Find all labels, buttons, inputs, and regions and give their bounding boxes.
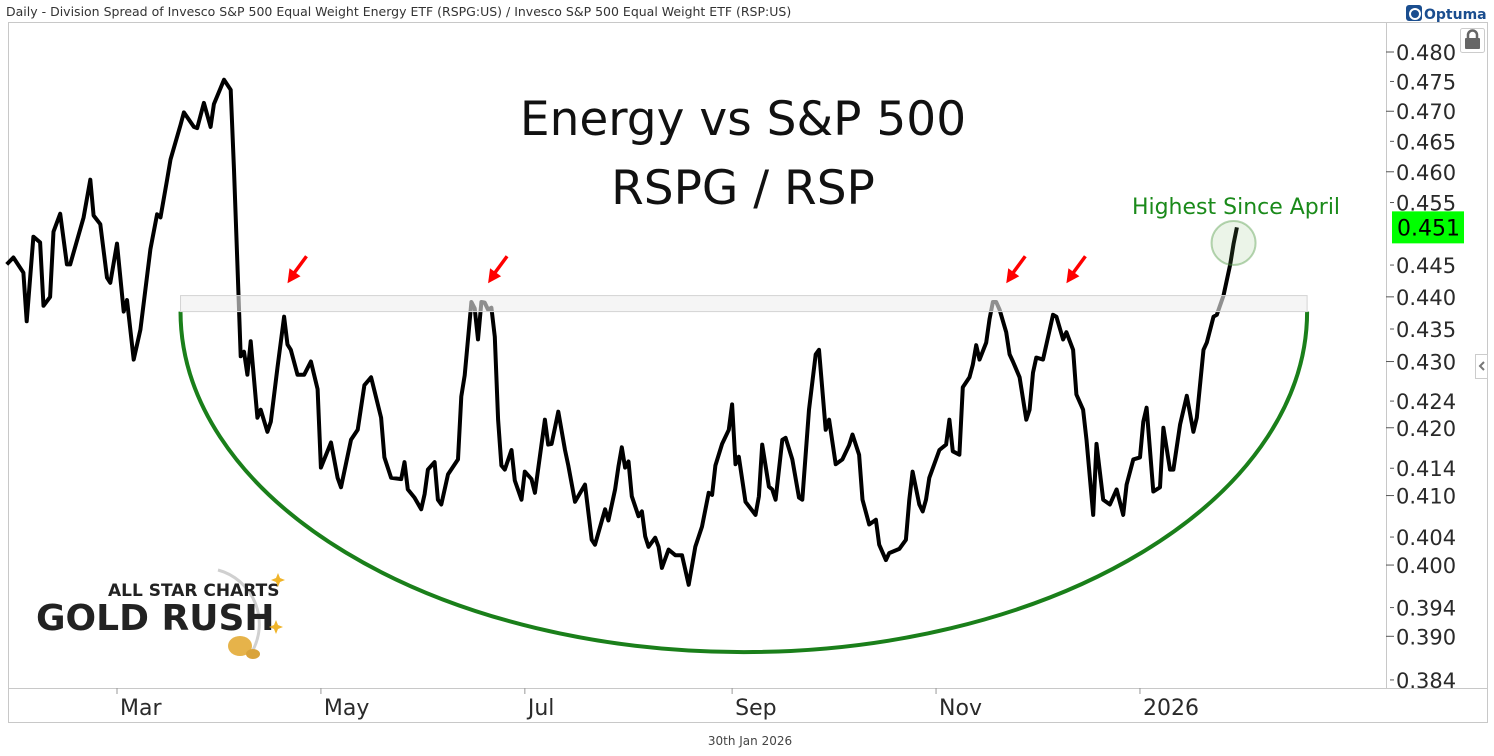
lock-button[interactable] bbox=[1460, 28, 1485, 53]
y-tick-label: 0.390 bbox=[1396, 625, 1456, 649]
sparkle-icon bbox=[271, 573, 285, 587]
arrow-shaft bbox=[1009, 255, 1027, 277]
y-tick-label: 0.445 bbox=[1396, 254, 1456, 278]
y-tick-label: 0.465 bbox=[1396, 130, 1456, 154]
arrow-head bbox=[1006, 268, 1020, 284]
x-tick-label: May bbox=[324, 696, 369, 721]
logo-arc bbox=[217, 568, 261, 656]
arrow-shaft bbox=[291, 255, 308, 277]
y-axis: 0.4800.4750.4700.4650.4600.4550.4450.440… bbox=[1386, 41, 1464, 693]
red-arrow-icon bbox=[287, 255, 308, 284]
arrow-head bbox=[1066, 268, 1080, 284]
y-tick-label: 0.400 bbox=[1396, 554, 1456, 578]
x-tick-label: Nov bbox=[939, 696, 982, 721]
y-tick-label: 0.470 bbox=[1396, 100, 1456, 124]
arrow-shaft bbox=[1070, 255, 1087, 277]
x-axis: Mar May Jul Sep Nov 2026 bbox=[116, 688, 1199, 721]
collapse-panel-button[interactable] bbox=[1475, 354, 1488, 379]
x-tick-label: Jul bbox=[526, 696, 555, 721]
y-tick-label: 0.430 bbox=[1396, 351, 1456, 375]
y-tick-label: 0.394 bbox=[1396, 597, 1456, 621]
lock-icon bbox=[1465, 38, 1480, 49]
optuma-brand: Optuma bbox=[1424, 7, 1487, 23]
plot-area[interactable]: Highest Since April bbox=[5, 77, 1340, 655]
sparkle-icon bbox=[269, 620, 283, 634]
red-arrow-icon bbox=[488, 255, 509, 284]
cup-curve bbox=[178, 311, 1310, 655]
y-tick-label: 0.404 bbox=[1396, 526, 1456, 550]
chevron-left-icon bbox=[1478, 361, 1485, 371]
chart-subtitle: RSPG / RSP bbox=[611, 161, 875, 216]
arrow-head bbox=[287, 268, 301, 284]
x-tick-label: 2026 bbox=[1143, 696, 1199, 721]
last-value-label: 0.451 bbox=[1397, 216, 1460, 241]
logo-line2: GOLD RUSH bbox=[36, 598, 275, 639]
chart-title: Energy vs S&P 500 bbox=[520, 92, 966, 147]
gold-nugget-icon bbox=[228, 636, 252, 656]
y-tick-label: 0.480 bbox=[1396, 41, 1456, 65]
y-tick-label: 0.440 bbox=[1396, 286, 1456, 310]
x-tick-label: Mar bbox=[120, 696, 162, 721]
y-tick-label: 0.414 bbox=[1396, 457, 1456, 481]
optuma-logo: Optuma bbox=[1406, 5, 1487, 23]
highlight-circle bbox=[1210, 220, 1257, 267]
y-tick-label: 0.460 bbox=[1396, 161, 1456, 185]
all-star-charts-logo: ALL STAR CHARTS GOLD RUSH bbox=[36, 568, 285, 659]
x-tick-label: Sep bbox=[735, 696, 776, 721]
optuma-icon-swirl bbox=[1409, 8, 1421, 20]
series-line bbox=[5, 77, 1239, 587]
y-tick-label: 0.475 bbox=[1396, 70, 1456, 94]
arrow-head bbox=[488, 268, 502, 284]
arrow-shaft bbox=[491, 255, 509, 277]
chart-date: 30th Jan 2026 bbox=[708, 734, 792, 748]
y-tick-label: 0.435 bbox=[1396, 318, 1456, 342]
red-arrow-icon bbox=[1066, 255, 1087, 284]
last-value-badge bbox=[1392, 211, 1464, 244]
logo-line1: ALL STAR CHARTS bbox=[108, 581, 279, 601]
y-tick-label: 0.384 bbox=[1396, 669, 1456, 693]
red-arrow-icon bbox=[1006, 255, 1027, 284]
chart-description: Daily - Division Spread of Invesco S&P 5… bbox=[6, 4, 791, 19]
y-tick-label: 0.424 bbox=[1396, 390, 1456, 414]
annotation-text: Highest Since April bbox=[1132, 195, 1340, 220]
resistance-band bbox=[180, 295, 1308, 313]
y-tick-label: 0.420 bbox=[1396, 417, 1456, 441]
y-tick-label: 0.410 bbox=[1396, 485, 1456, 509]
